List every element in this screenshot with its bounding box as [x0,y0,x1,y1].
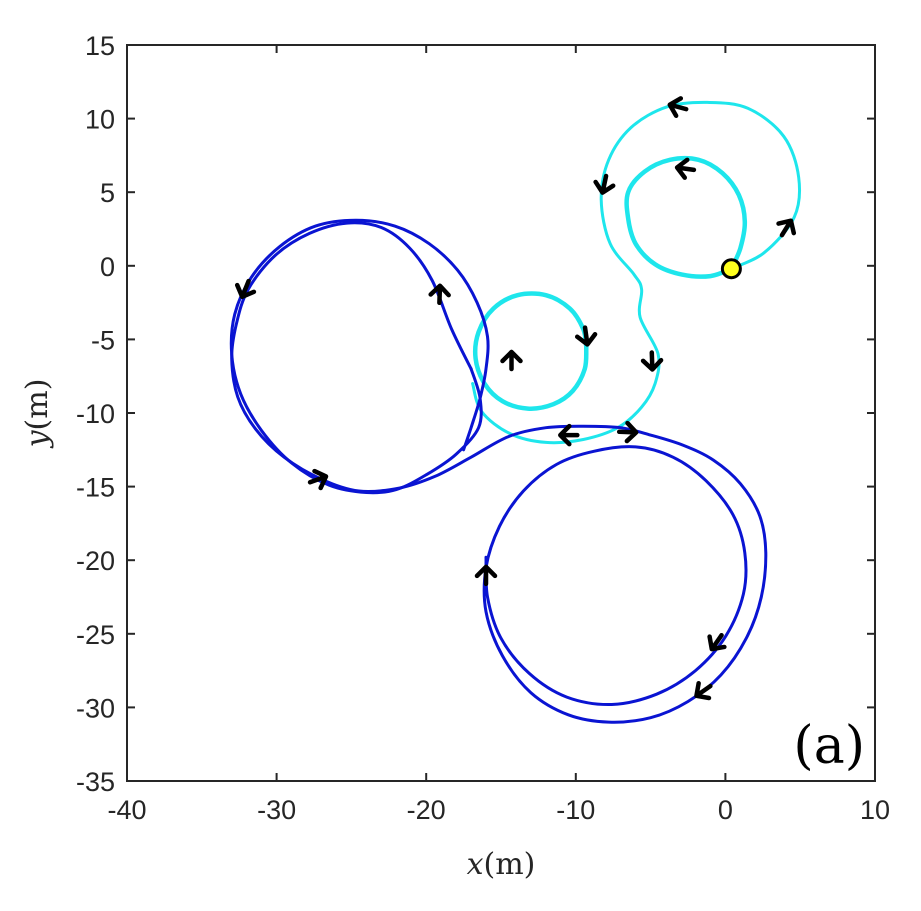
x-axis-label: x(m) [467,847,536,882]
y-tick-label: -25 [76,620,115,650]
y-tick-label: -20 [76,546,115,576]
start-marker-layer [720,258,742,280]
direction-arrow [474,564,498,587]
x-tick-label: -30 [257,795,296,825]
direction-arrow [776,218,797,238]
x-tick-label: 0 [718,795,733,825]
direction-arrow [593,173,616,195]
x-tick-labels: -40 -30 -20 -10 0 10 [107,795,890,825]
direction-arrow [667,96,689,119]
start-marker [720,258,742,280]
x-tick-label: -20 [407,795,446,825]
y-tick-label: 10 [85,105,115,135]
direction-arrow [707,632,727,652]
y-axis-unit: (m) [20,379,55,431]
trajectory-curves [229,100,802,724]
x-axis-var: x [467,847,484,882]
axis-ticks [126,44,876,782]
y-tick-label: -15 [76,473,115,503]
y-tick-label: -5 [91,325,115,355]
cyan-trajectory-2 [624,156,748,279]
y-tick-label: 0 [100,252,115,282]
y-tick-label: -35 [76,767,115,797]
direction-arrow [428,283,451,306]
x-tick-label: -10 [556,795,595,825]
cyan-trajectory-0 [471,100,802,445]
blue-trajectory-3 [230,221,768,724]
y-tick-label: 15 [85,31,115,61]
direction-arrow [558,423,580,447]
direction-arrow [694,681,713,701]
direction-arrow [616,420,639,444]
direction-arrows [234,96,797,701]
y-tick-label: -30 [76,693,115,723]
direction-arrow [574,325,598,347]
x-axis-unit: (m) [484,847,536,882]
direction-arrow [674,157,697,180]
y-axis-var: y [20,429,55,449]
direction-arrow [234,278,257,300]
y-axis-label: y(m) [20,379,55,450]
y-tick-label: -10 [76,399,115,429]
x-tick-label: 10 [860,795,890,825]
x-tick-label: -40 [107,795,146,825]
y-tick-label: 5 [100,178,115,208]
direction-arrow [500,349,523,372]
direction-arrow [640,350,664,372]
panel-label: (a) [793,716,865,776]
axes-box [126,44,876,782]
y-tick-labels: 15 10 5 0 -5 -10 -15 -20 -25 -30 -35 [76,31,115,797]
direction-arrow [307,468,329,491]
cyan-trajectory-1 [472,291,589,411]
